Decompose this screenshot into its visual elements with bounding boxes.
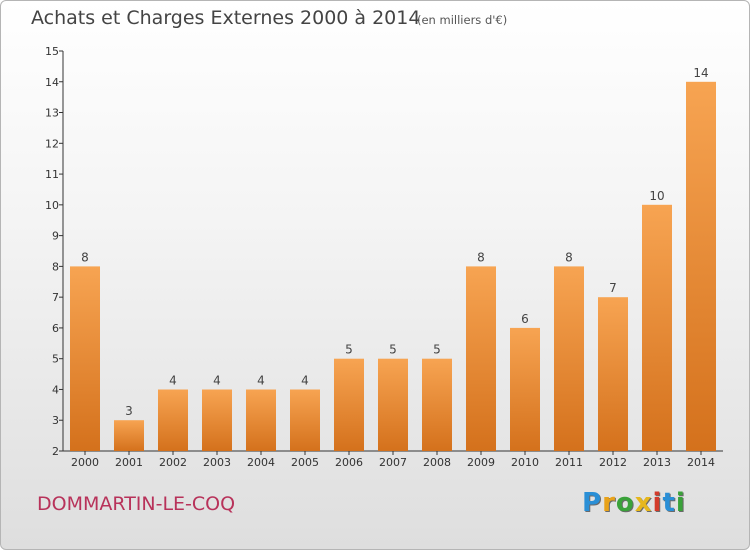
y-tick-label: 7 <box>52 291 59 304</box>
bar <box>70 266 100 451</box>
logo-letter: o <box>615 488 635 518</box>
logo-letter: i <box>652 488 663 518</box>
bar-value-label: 5 <box>433 343 441 357</box>
x-tick-label: 2010 <box>511 456 539 469</box>
x-tick-label: 2008 <box>423 456 451 469</box>
x-tick-label: 2013 <box>643 456 671 469</box>
x-tick-label: 2009 <box>467 456 495 469</box>
logo-letter: x <box>634 488 653 518</box>
commune-name: DOMMARTIN-LE-COQ <box>37 493 236 515</box>
proxiti-logo: Proxiti <box>582 488 686 518</box>
x-tick-label: 2000 <box>71 456 99 469</box>
chart-title: Achats et Charges Externes 2000 à 2014 <box>31 7 421 29</box>
bar <box>202 389 232 451</box>
y-tick-label: 10 <box>45 199 59 212</box>
logo-letter: i <box>675 488 686 518</box>
bar <box>158 389 188 451</box>
x-tick-label: 2003 <box>203 456 231 469</box>
bar <box>686 81 716 452</box>
bar-value-label: 6 <box>521 312 529 326</box>
bar-value-label: 5 <box>345 343 353 357</box>
chart-unit: (en milliers d'€) <box>417 13 508 27</box>
value-labels: 8 3 4 4 4 4 5 5 5 8 6 8 7 10 14 <box>81 66 708 418</box>
y-tick-label: 6 <box>52 322 59 335</box>
x-tick-label: 2005 <box>291 456 319 469</box>
y-tick-label: 15 <box>45 45 59 58</box>
bar-value-label: 5 <box>389 343 397 357</box>
y-tick-label: 13 <box>45 107 59 120</box>
y-tick-label: 3 <box>52 414 59 427</box>
x-tick-label: 2002 <box>159 456 187 469</box>
x-tick-label: 2007 <box>379 456 407 469</box>
x-tick-label: 2011 <box>555 456 583 469</box>
bar-value-label: 8 <box>477 250 485 264</box>
bar <box>642 204 672 451</box>
y-tick-label: 14 <box>45 76 59 89</box>
logo-letter: P <box>582 488 603 518</box>
y-tick-label: 8 <box>52 260 59 273</box>
logo-letter: r <box>602 488 616 518</box>
bar-value-label: 14 <box>693 66 708 80</box>
y-tick-label: 5 <box>52 353 59 366</box>
x-tick-label: 2012 <box>599 456 627 469</box>
bar-value-label: 8 <box>565 250 573 264</box>
y-tick-label: 9 <box>52 230 59 243</box>
bar-value-label: 8 <box>81 250 89 264</box>
bars <box>70 81 716 452</box>
bar <box>378 358 408 451</box>
bar <box>554 266 584 451</box>
bar <box>290 389 320 451</box>
bar-value-label: 4 <box>213 373 221 387</box>
y-tick-label: 11 <box>45 168 59 181</box>
bar <box>246 389 276 451</box>
bar-value-label: 3 <box>125 404 133 418</box>
bar-value-label: 4 <box>257 373 265 387</box>
y-tick-label: 4 <box>52 383 59 396</box>
bar-value-label: 10 <box>649 189 664 203</box>
x-tick-label: 2001 <box>115 456 143 469</box>
logo-letter: t <box>662 488 676 518</box>
y-tick-label: 12 <box>45 137 59 150</box>
bar <box>422 358 452 451</box>
x-tick-label: 2006 <box>335 456 363 469</box>
y-tick-label: 2 <box>52 445 59 458</box>
bar <box>510 327 540 451</box>
bar <box>598 297 628 451</box>
bar <box>334 358 364 451</box>
x-tick-label: 2004 <box>247 456 275 469</box>
bar-value-label: 4 <box>169 373 177 387</box>
bar <box>466 266 496 451</box>
bar-value-label: 4 <box>301 373 309 387</box>
bar <box>114 420 144 451</box>
x-tick-label: 2014 <box>687 456 715 469</box>
bar-value-label: 7 <box>609 281 617 295</box>
